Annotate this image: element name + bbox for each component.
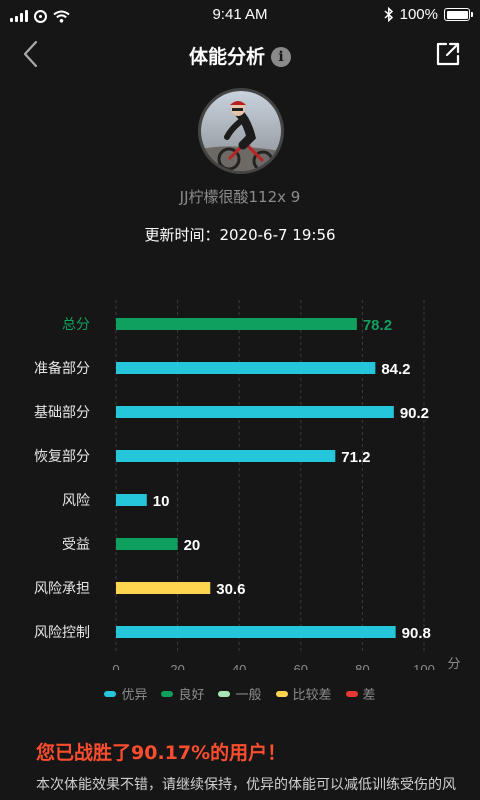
chevron-left-icon <box>23 40 38 68</box>
share-icon <box>436 42 460 66</box>
bar <box>116 626 396 638</box>
wifi-icon <box>53 10 70 23</box>
category-label: 准备部分 <box>34 360 90 377</box>
value-label: 20 <box>184 537 201 554</box>
page-title: 体能分析 <box>188 46 265 68</box>
legend-item: 一般 <box>218 684 262 703</box>
carrier-icon <box>34 9 47 23</box>
x-tick-label: 20 <box>170 662 184 670</box>
status-time: 9:41 AM <box>212 6 268 23</box>
value-label: 84.2 <box>381 361 410 378</box>
status-right: 100% <box>384 6 473 23</box>
fitness-bar-chart: 020406080100分数总分78.2准备部分84.2基础部分90.2恢复部分… <box>34 300 461 670</box>
value-label: 90.2 <box>400 405 429 422</box>
value-label: 10 <box>153 493 170 510</box>
battery-icon <box>444 8 473 21</box>
value-label: 30.6 <box>216 581 245 598</box>
nav-bar: 体能分析 i <box>0 32 480 76</box>
chart-legend: 优异 良好 一般 比较差 差 <box>0 684 480 703</box>
info-icon[interactable]: i <box>271 47 291 67</box>
legend-item: 优异 <box>104 684 147 703</box>
x-tick-label: 100 <box>413 662 435 670</box>
battery-percent: 100% <box>399 6 438 23</box>
legend-label: 比较差 <box>292 688 332 703</box>
category-label: 受益 <box>62 537 90 553</box>
value-label: 78.2 <box>363 317 392 334</box>
x-tick-label: 0 <box>112 662 119 670</box>
cyclist-avatar-icon <box>201 91 281 171</box>
category-label: 风险承担 <box>34 581 90 597</box>
category-label: 风险控制 <box>34 625 90 641</box>
value-label: 90.8 <box>402 625 431 642</box>
back-button[interactable] <box>16 38 48 70</box>
legend-swatch <box>345 690 358 697</box>
legend-label: 一般 <box>235 688 262 703</box>
bar <box>116 406 394 418</box>
category-label: 恢复部分 <box>34 448 90 465</box>
username: JJ柠檬很酸112x 9 <box>179 188 301 206</box>
legend-swatch <box>275 690 288 697</box>
value-label: 71.2 <box>341 449 370 466</box>
bar <box>116 494 147 506</box>
legend-label: 良好 <box>178 688 205 703</box>
status-left <box>10 8 70 24</box>
category-label: 风险 <box>62 493 90 509</box>
category-label: 总分 <box>62 317 90 333</box>
signal-icon <box>10 10 28 22</box>
summary-description: 本次体能效果不错，请继续保持，优异的体能可以减低训练受伤的风险，加油 <box>36 777 456 793</box>
legend-label: 优异 <box>121 688 148 703</box>
legend-label: 差 <box>362 688 376 703</box>
x-tick-label: 40 <box>232 662 246 670</box>
avatar[interactable] <box>198 88 284 174</box>
x-tick-label: 60 <box>294 662 308 670</box>
bar <box>116 538 178 550</box>
update-time: 更新时间：2020-6-7 19:56 <box>144 226 336 244</box>
share-button[interactable] <box>432 38 464 70</box>
legend-item: 良好 <box>161 684 204 703</box>
bar <box>116 318 357 330</box>
page-title-wrap: 体能分析 i <box>0 42 480 69</box>
x-tick-label: 80 <box>355 662 369 670</box>
bar <box>116 582 211 594</box>
legend-swatch <box>104 690 117 697</box>
x-axis-label: 分 <box>447 657 460 670</box>
summary-headline: 您已战胜了90.17%的用户！ <box>36 742 287 764</box>
bar <box>116 450 336 462</box>
status-bar: 9:41 AM 100% <box>0 0 480 30</box>
category-label: 基础部分 <box>34 404 90 421</box>
legend-swatch <box>161 690 174 697</box>
bluetooth-icon <box>384 7 393 22</box>
bar <box>116 362 376 374</box>
legend-item: 差 <box>345 684 376 703</box>
legend-swatch <box>218 690 231 697</box>
legend-item: 比较差 <box>275 684 332 703</box>
